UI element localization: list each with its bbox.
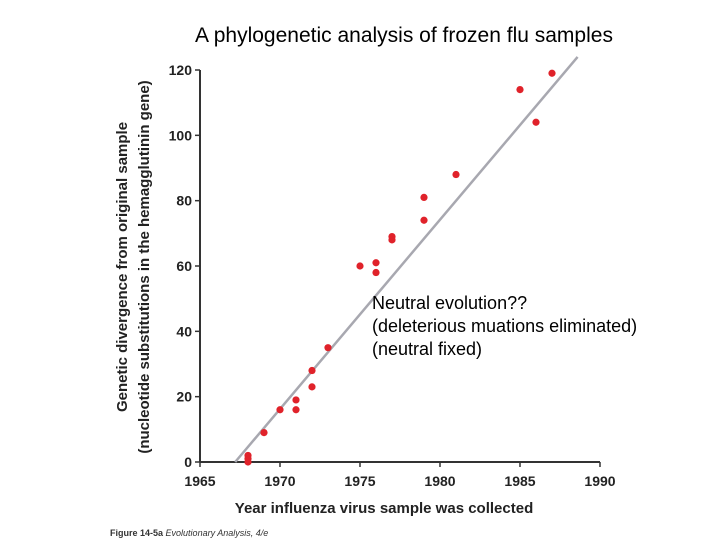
y-tick-label: 0: [184, 454, 192, 470]
data-point: [324, 344, 332, 352]
chart-title: A phylogenetic analysis of frozen flu sa…: [195, 24, 613, 47]
figure-caption: Figure 14-5a Evolutionary Analysis, 4/e: [110, 528, 268, 538]
x-tick-label: 1980: [424, 473, 455, 489]
data-point: [420, 216, 428, 224]
x-tick-labels: 1965 1970 1975 1980 1985 1990: [184, 473, 615, 489]
caption-figure: Figure 14-5a: [110, 528, 164, 538]
data-point: [276, 406, 284, 414]
x-axis-label: Year influenza virus sample was collecte…: [235, 500, 533, 517]
data-point: [420, 193, 428, 201]
x-tick-label: 1985: [504, 473, 535, 489]
x-tick-label: 1990: [584, 473, 615, 489]
x-tick-label: 1970: [264, 473, 295, 489]
data-point: [308, 383, 316, 391]
y-tick-label: 20: [176, 389, 192, 405]
data-points: [244, 69, 556, 466]
y-axis-label-line2: (nucleotide substitutions in the hemaggl…: [136, 80, 153, 453]
y-tick-label: 80: [176, 193, 192, 209]
data-point: [452, 170, 460, 179]
data-point: [372, 268, 380, 277]
data-point: [292, 406, 300, 414]
data-point: [292, 396, 300, 404]
data-point: [372, 259, 380, 267]
data-point: [388, 233, 396, 241]
trend-line: [234, 56, 579, 463]
annotation-text: Neutral evolution?? (deleterious muation…: [372, 292, 637, 361]
annotation-line2: (deleterious muations eliminated): [372, 316, 638, 336]
data-point: [516, 86, 524, 94]
data-point: [260, 429, 268, 437]
data-point: [548, 69, 556, 77]
annotation-line3: (neutral fixed): [372, 339, 483, 359]
y-tick-labels: 0 20 40 60 80 100 120: [169, 62, 193, 470]
axes: [195, 69, 601, 467]
x-tick-label: 1965: [184, 473, 215, 489]
annotation-line1: Neutral evolution??: [372, 293, 528, 313]
y-tick-label: 100: [169, 127, 193, 143]
trend-line-group: [234, 56, 579, 463]
x-tick-label: 1975: [344, 473, 375, 489]
y-tick-label: 60: [176, 258, 192, 274]
y-tick-label: 120: [169, 62, 193, 78]
data-point: [244, 451, 252, 460]
y-tick-label: 40: [176, 323, 192, 339]
data-point: [308, 366, 316, 375]
data-point: [356, 262, 364, 270]
y-axis-label-line1: Genetic divergence from original sample: [114, 122, 131, 412]
caption-book: Evolutionary Analysis, 4/e: [165, 528, 269, 538]
data-point: [532, 118, 540, 126]
